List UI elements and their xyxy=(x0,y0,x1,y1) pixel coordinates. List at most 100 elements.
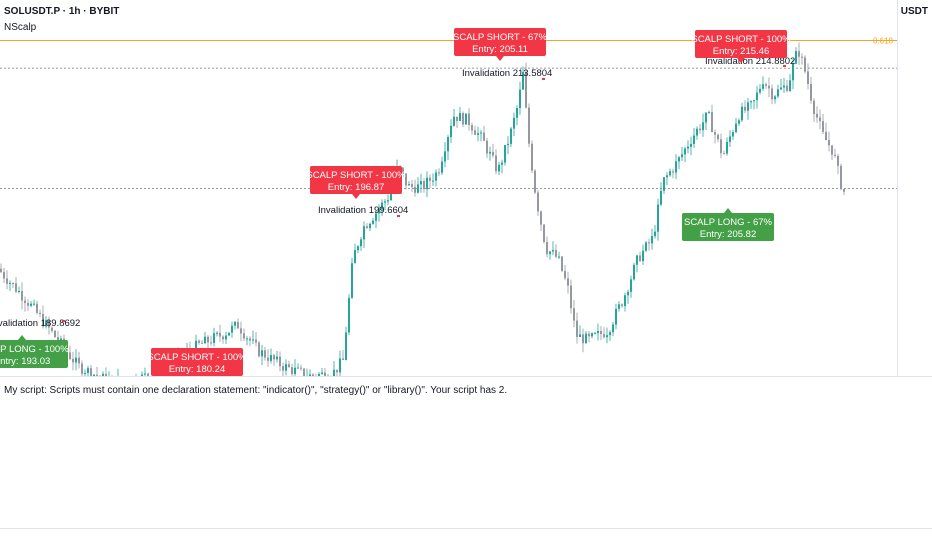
candle-body xyxy=(783,85,785,88)
candle-body xyxy=(561,256,563,271)
candle-body xyxy=(435,172,437,181)
candle-body xyxy=(426,177,428,190)
invalidation-marker xyxy=(542,78,545,80)
candle-body xyxy=(708,112,710,114)
candle-body xyxy=(267,357,269,361)
candle-body xyxy=(450,125,452,138)
candle-body xyxy=(750,101,752,103)
candle-body xyxy=(45,320,47,327)
candle-body xyxy=(408,184,410,186)
candle-body xyxy=(402,167,404,174)
candle-body xyxy=(252,339,254,341)
candle-body xyxy=(30,303,32,306)
candle-body xyxy=(219,332,221,337)
candle-body xyxy=(372,220,374,224)
candle-body xyxy=(459,113,461,122)
candle-body xyxy=(294,367,296,375)
candle-body xyxy=(210,342,212,344)
candle-body xyxy=(387,200,389,202)
signal-entry: Entry: 205.11 xyxy=(472,44,528,55)
candle-body xyxy=(456,116,458,122)
candle-body xyxy=(810,83,812,101)
candle-body xyxy=(489,151,491,154)
console-message: My script: Scripts must contain one decl… xyxy=(4,385,508,396)
candle-body xyxy=(39,312,41,314)
candle-body xyxy=(273,355,275,360)
signal-title: SCALP LONG - 67% xyxy=(684,217,773,228)
candle-body xyxy=(813,100,815,114)
scalp-short-label[interactable] xyxy=(310,166,402,194)
symbol-title[interactable]: SOLUSDT.P · 1h · BYBIT xyxy=(4,6,120,17)
candle-body xyxy=(234,321,236,326)
candle-body xyxy=(480,132,482,134)
scalp-long-label[interactable] xyxy=(0,340,68,368)
candle-body xyxy=(747,102,749,111)
candle-body xyxy=(762,84,764,89)
candle-body xyxy=(357,246,359,251)
candle-body xyxy=(558,256,560,258)
candle-body xyxy=(642,250,644,262)
candle-body xyxy=(198,340,200,343)
candle-body xyxy=(612,324,614,333)
candle-body xyxy=(36,303,38,313)
candle-body xyxy=(78,357,80,364)
candle-body xyxy=(375,213,377,221)
candle-body xyxy=(288,364,290,368)
candle-body xyxy=(507,143,509,146)
candle-body xyxy=(582,334,584,344)
signal-title: SCALP SHORT - 100% xyxy=(691,34,791,45)
candle-body xyxy=(453,116,455,126)
indicator-name[interactable]: NScalp xyxy=(4,22,37,33)
candle-body xyxy=(54,330,56,338)
candle-body xyxy=(366,226,368,229)
candle-body xyxy=(510,128,512,144)
scalp-short-label[interactable] xyxy=(695,30,787,58)
candle-body xyxy=(378,209,380,214)
candle-body xyxy=(348,297,350,333)
candle-body xyxy=(699,128,701,131)
invalidation-marker xyxy=(62,320,65,322)
candle-body xyxy=(318,373,320,378)
time-axis[interactable] xyxy=(0,528,932,551)
scalp-short-label[interactable] xyxy=(454,28,546,56)
label-pointer xyxy=(724,208,732,213)
candle-body xyxy=(468,113,470,126)
candle-body xyxy=(603,334,605,338)
candle-body xyxy=(705,112,707,123)
candle-body xyxy=(225,335,227,340)
candle-body xyxy=(843,189,845,192)
candle-body xyxy=(606,335,608,338)
candle-body xyxy=(837,155,839,166)
candle-body xyxy=(621,304,623,307)
candle-body xyxy=(291,367,293,375)
candle-body xyxy=(75,357,77,363)
candle-body xyxy=(9,282,11,284)
candle-body xyxy=(654,231,656,237)
candle-body xyxy=(702,122,704,131)
candle-body xyxy=(834,154,836,156)
candle-body xyxy=(474,130,476,135)
candle-body xyxy=(576,320,578,337)
candle-body xyxy=(828,140,830,146)
candle-body xyxy=(360,239,362,247)
candle-body xyxy=(504,145,506,163)
candle-body xyxy=(789,80,791,91)
candle-body xyxy=(531,143,533,171)
scalp-short-label[interactable] xyxy=(151,348,243,376)
candle-body xyxy=(663,177,665,191)
candle-body xyxy=(90,368,92,379)
candle-body xyxy=(0,268,2,273)
price-scale[interactable] xyxy=(897,0,932,376)
candle-body xyxy=(756,92,758,101)
currency-badge[interactable]: USDT xyxy=(900,6,928,17)
candle-body xyxy=(639,255,641,262)
candle-body xyxy=(411,184,413,187)
candle-body xyxy=(336,369,338,373)
candle-body xyxy=(333,369,335,379)
candle-body xyxy=(261,350,263,357)
candle-body xyxy=(729,136,731,142)
candle-body xyxy=(369,223,371,229)
candle-body xyxy=(258,342,260,357)
scalp-long-label[interactable] xyxy=(682,213,774,241)
candle-body xyxy=(648,242,650,244)
